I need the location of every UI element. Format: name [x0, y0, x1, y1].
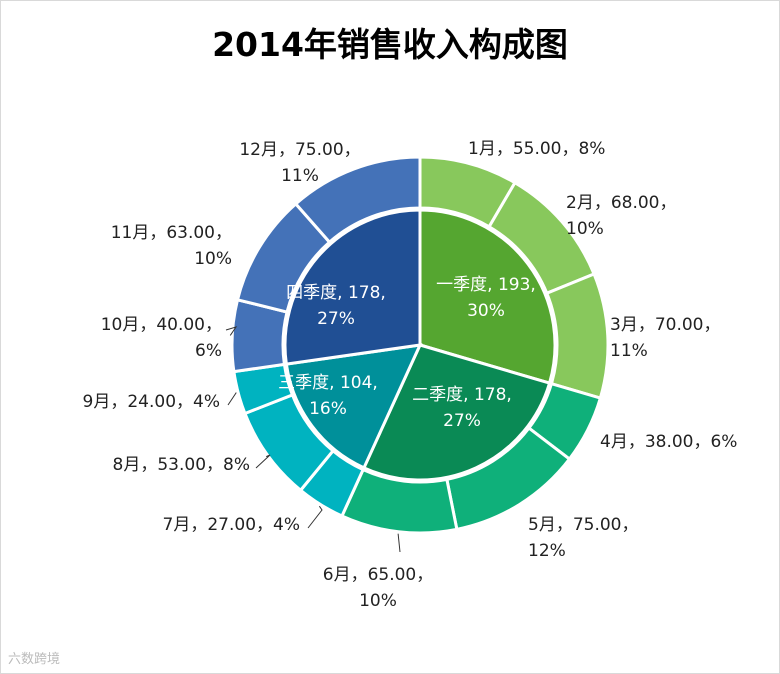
inner-slice-4	[283, 208, 422, 366]
outer-label-5: 5月，75.00， 12%	[528, 515, 638, 561]
outer-label-8: 8月，53.00，8%	[113, 455, 250, 475]
outer-slice-12	[293, 155, 422, 245]
outer-label-2: 2月，68.00， 10%	[566, 193, 676, 239]
leader-line-9	[227, 392, 237, 406]
inner-slice-2	[361, 343, 552, 482]
watermark-text: 六数跨境	[8, 652, 61, 667]
chart-title: 2014年销售收入构成图	[212, 25, 568, 64]
inner-slice-1	[418, 208, 557, 385]
inner-label-4: 四季度, 178, 27%	[286, 283, 386, 329]
inner-slice-3	[284, 343, 423, 470]
outer-label-1: 1月，55.00，8%	[468, 139, 605, 159]
outer-label-12: 12月，75.00， 11%	[239, 140, 360, 186]
outer-label-6: 6月，65.00， 10%	[323, 565, 433, 611]
outer-label-10: 10月，40.00， 6%	[101, 315, 222, 361]
outer-label-7: 7月，27.00，4%	[163, 515, 300, 535]
leader-line-7	[307, 505, 323, 529]
leader-line-8	[255, 454, 271, 469]
outer-label-4: 4月，38.00，6%	[600, 432, 737, 452]
leader-line-10	[225, 326, 238, 336]
outer-label-9: 9月，24.00，4%	[83, 392, 220, 412]
outer-label-3: 3月，70.00， 11%	[610, 315, 720, 361]
inner-label-1: 一季度, 193, 30%	[436, 275, 536, 321]
inner-label-2: 二季度, 178, 27%	[412, 385, 512, 431]
leader-line-6	[397, 533, 401, 553]
outer-label-11: 11月，63.00， 10%	[111, 223, 232, 269]
inner-label-3: 三季度, 104, 16%	[278, 373, 378, 419]
